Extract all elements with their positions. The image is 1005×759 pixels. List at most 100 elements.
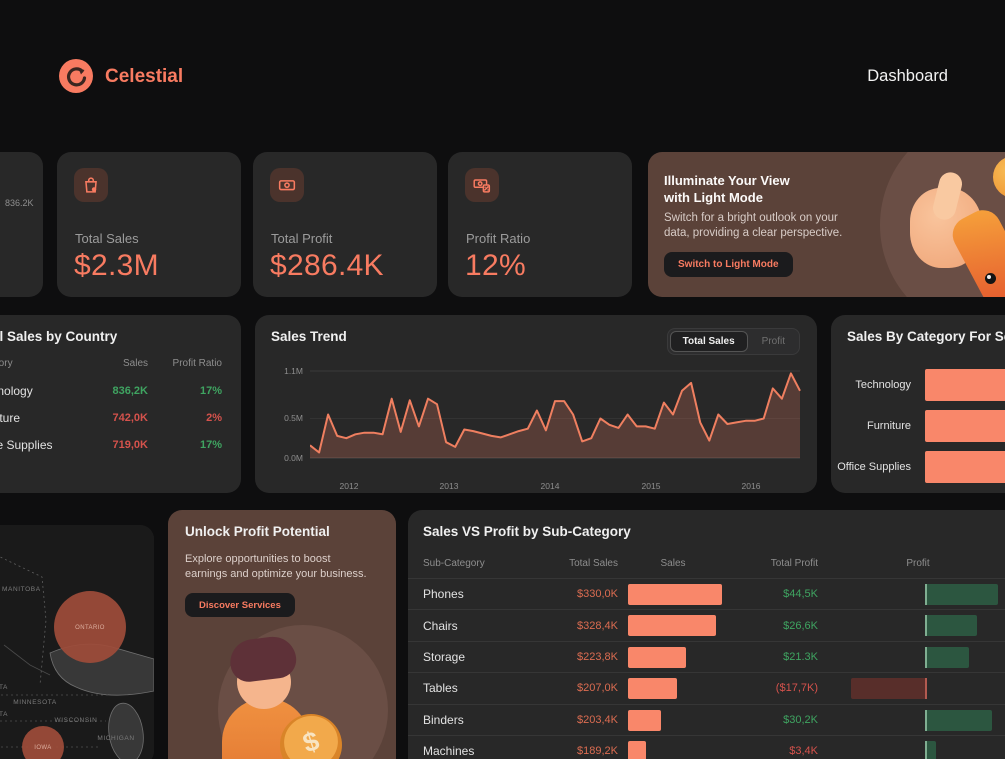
map-sales-bubble[interactable] (22, 726, 64, 759)
trend-y-tick: 0.5M (284, 413, 303, 423)
country-profit-ratio: 2% (206, 411, 222, 424)
table-row[interactable]: Phones $330,0K $44,5K (408, 578, 1005, 609)
country-profit-ratio: 17% (199, 384, 222, 397)
unlock-title: Unlock Profit Potential (185, 524, 330, 539)
category-bar-row[interactable]: Furniture (831, 405, 1005, 446)
region-map: MANITOBA N DAKOTA S DAKOTA MINNESOTA WISCONS… (0, 525, 154, 759)
category-label: Office Supplies (837, 460, 911, 473)
sales-bar[interactable] (628, 740, 646, 759)
category-bar[interactable] (925, 450, 1005, 483)
column-header: Total Sales (569, 558, 618, 569)
country-sales-value: 836,2K (112, 384, 148, 397)
unlock-profit-card: Unlock Profit Potential Explore opportun… (168, 510, 396, 759)
discover-services-button[interactable]: Discover Services (185, 593, 295, 617)
total-sales-value: $189,2K (577, 745, 618, 758)
country-sales-value: 719,0K (112, 438, 148, 451)
column-header: Sales (122, 358, 148, 369)
brand-name: Celestial (105, 66, 184, 87)
category-bar-row[interactable]: Technology (831, 364, 1005, 405)
country-rows: Technology 836,2K 17% Furniture 742,0K 2% Offi… (0, 377, 241, 458)
table-row[interactable]: Machines $189,2K $3,4K (408, 734, 1005, 759)
table-row[interactable]: Chairs $328,4K $26,6K (408, 609, 1005, 640)
unlock-body-line2: earnings and optimize your business. (185, 568, 367, 580)
switch-to-light-mode-button[interactable]: Switch to Light Mode (664, 252, 793, 277)
map-sales-bubble[interactable] (54, 591, 126, 663)
coin-icon (993, 156, 1005, 198)
map-region-label: WISCONSIN (55, 717, 98, 724)
map-bubble-label: ONTARIO (75, 625, 105, 631)
column-header: Sales (660, 558, 686, 569)
country-row[interactable]: Technology 836,2K 17% (0, 377, 241, 404)
profit-bar[interactable] (851, 678, 927, 700)
sales-bar[interactable] (628, 584, 722, 605)
kpi-card-profit-ratio: Profit Ratio 12% (448, 152, 632, 297)
wrist-bead-icon (985, 273, 996, 284)
promo-title: Illuminate Your View with Light Mode (664, 172, 790, 206)
kpi-card-partial: 836.2K (0, 152, 43, 297)
kpi-label: Total Profit (271, 231, 333, 246)
sales-bar[interactable] (628, 678, 677, 700)
partial-card-value: 836.2K (5, 198, 34, 208)
promo-body-line1: Switch for a bright outlook on your (664, 212, 838, 224)
table-row[interactable]: Storage $223,8K $21.3K (408, 640, 1005, 672)
table-row[interactable]: Binders $203,4K $30,2K (408, 703, 1005, 735)
country-category: Technology (0, 383, 33, 398)
total-sales-value: $330,0K (577, 588, 618, 601)
total-profit-value: $44,5K (783, 588, 818, 601)
total-profit-value: $3,4K (789, 745, 818, 758)
profit-bar[interactable] (925, 740, 936, 759)
profit-bar[interactable] (925, 709, 992, 731)
category-label: Technology (855, 378, 911, 391)
unlock-body-line1: Explore opportunities to boost (185, 553, 331, 565)
category-bar[interactable] (925, 409, 1005, 442)
trend-y-tick: 0.0M (284, 453, 303, 463)
kpi-value: 12% (465, 249, 526, 282)
kpi-card-total-sales: Total Sales $2.3M (57, 152, 241, 297)
trend-y-tick: 1.1M (284, 366, 303, 376)
country-row[interactable]: Furniture 742,0K 2% (0, 404, 241, 431)
category-bar-row[interactable]: Office Supplies (831, 446, 1005, 487)
country-row[interactable]: Office Supplies 719,0K 17% (0, 431, 241, 458)
profit-bar[interactable] (925, 584, 998, 605)
category-bar-rows: Technology Furniture Office Supplies (831, 364, 1005, 487)
sales-bar[interactable] (628, 646, 686, 668)
trend-x-tick: 2015 (641, 481, 661, 491)
trend-line (310, 372, 801, 454)
sales-bar[interactable] (628, 615, 716, 637)
light-mode-promo-card: Illuminate Your View with Light Mode Swi… (648, 152, 1005, 297)
promo-body: Switch for a bright outlook on your data… (664, 211, 842, 241)
toggle-total-sales[interactable]: Total Sales (669, 331, 748, 352)
sales-by-country-title: Total Sales by Country (0, 329, 118, 344)
kpi-card-total-profit: Total Profit $286.4K (253, 152, 437, 297)
subcategory-name: Machines (423, 744, 475, 759)
country-category: Furniture (0, 410, 21, 425)
kpi-value: $286.4K (270, 249, 384, 282)
profit-bar[interactable] (925, 615, 977, 637)
country-table-header: Category Sales Profit Ratio (0, 358, 222, 369)
trend-area (310, 373, 800, 458)
total-profit-value: ($17,7K) (775, 682, 818, 695)
table-row[interactable]: Tables $207,0K ($17,7K) (408, 672, 1005, 703)
map-region-label: N DAKOTA (0, 684, 8, 691)
trend-x-tick: 2012 (339, 481, 359, 491)
sales-by-category-title: Sales By Category For Sele (847, 329, 1005, 344)
profit-bar[interactable] (925, 646, 969, 668)
category-bar[interactable] (925, 368, 1005, 401)
toggle-profit[interactable]: Profit (761, 336, 785, 347)
column-header: Profit Ratio (172, 358, 222, 369)
sales-trend-card: Sales Trend Total Sales Profit 1.1M 0.5M 0… (255, 315, 817, 493)
promo-body-line2: data, providing a clear perspective. (664, 227, 843, 239)
subcategory-rows: Phones $330,0K $44,5K Chairs $328,4K $26,6K St… (408, 578, 1005, 759)
subcategory-name: Chairs (423, 618, 458, 633)
map-region-label: MICHIGAN (97, 735, 134, 742)
country-profit-ratio: 17% (199, 438, 222, 451)
sales-bar[interactable] (628, 709, 661, 731)
sales-trend-title: Sales Trend (271, 329, 347, 344)
unlock-body: Explore opportunities to boost earnings … (185, 552, 367, 582)
banknote-icon (270, 168, 304, 202)
kpi-label: Total Sales (75, 231, 139, 246)
map-bubble-label: IOWA (34, 745, 51, 751)
trend-area-chart (310, 370, 801, 459)
column-header: Total Profit (770, 558, 818, 569)
